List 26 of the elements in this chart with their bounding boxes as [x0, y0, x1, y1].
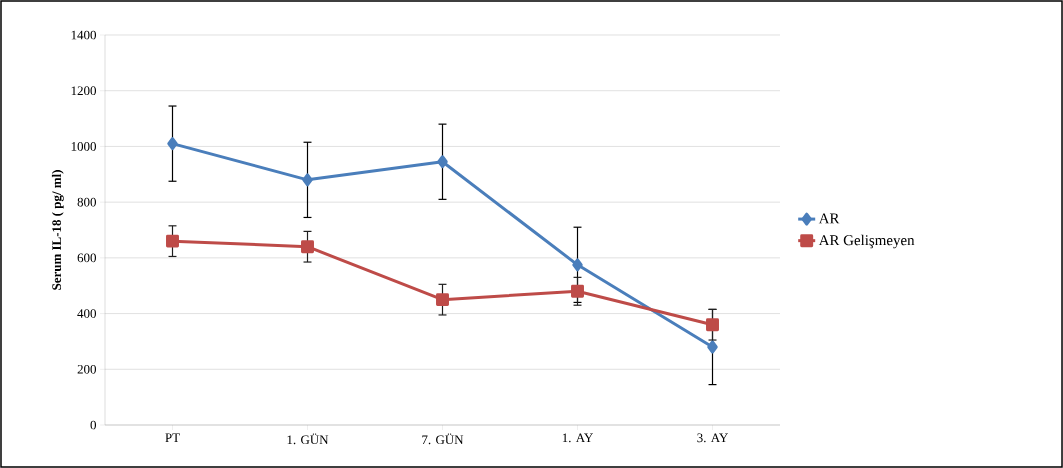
x-tick-label: 7. GÜN — [422, 433, 464, 445]
point — [302, 173, 313, 187]
point — [707, 340, 718, 354]
x-tick-label: 3. AY — [697, 433, 728, 443]
y-tick-label: 800 — [77, 197, 97, 207]
point — [436, 293, 449, 307]
x-tick-label: 1. GÜN — [287, 433, 329, 445]
legend-label: AR — [818, 213, 840, 224]
point — [706, 318, 719, 332]
y-tick-label: 200 — [77, 364, 97, 374]
point — [571, 284, 584, 298]
x-tick-label: PT — [165, 433, 180, 442]
point — [572, 258, 583, 272]
x-tick-label: 1. AY — [562, 433, 593, 443]
point — [437, 155, 448, 169]
y-tick-label: 600 — [77, 253, 97, 263]
y-tick-label: 1000 — [71, 142, 97, 151]
point — [301, 240, 314, 254]
legend-label: AR Gelişmeyen — [818, 234, 915, 249]
y-tick-label: 400 — [77, 309, 97, 318]
y-tick-label: 1200 — [71, 86, 97, 96]
y-tick-label: 0 — [90, 420, 97, 430]
point — [167, 137, 178, 151]
y-axis-title: Serum IL-18 ( pg/ ml) — [51, 170, 64, 290]
y-tick-label: 1400 — [71, 30, 97, 40]
point — [166, 234, 179, 248]
